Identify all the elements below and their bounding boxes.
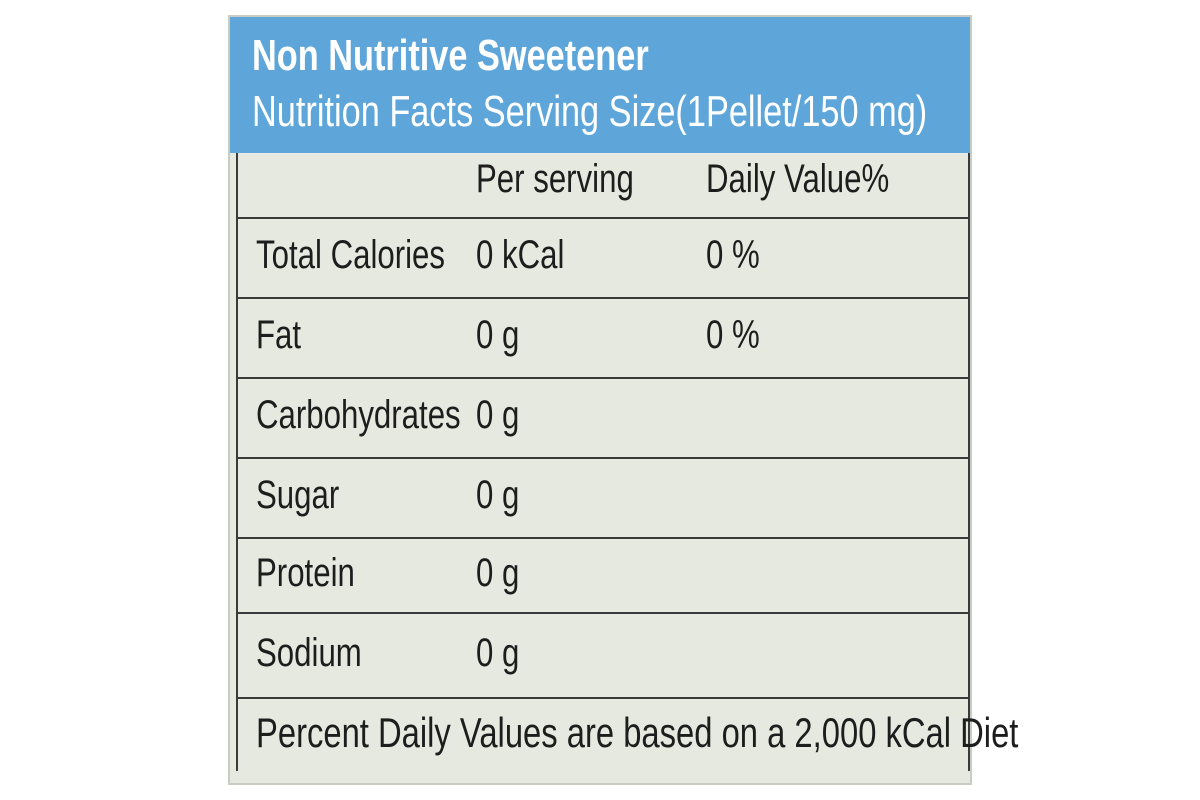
row-label: Carbohydrates [256,393,461,437]
row-rule [236,612,970,614]
row-label: Sodium [256,630,362,675]
label-header: Non Nutritive Sweetener Nutrition Facts … [230,17,970,153]
row-label: Protein [256,550,355,595]
title: Non Nutritive Sweetener [252,31,649,80]
row-label: Total Calories [256,233,446,277]
cell-value: 0 g [476,550,520,595]
row-rule [236,297,970,299]
column-header: Daily Value% [706,157,890,201]
row-rule [236,377,970,379]
subtitle: Nutrition Facts Serving Size(1Pellet/150… [252,87,928,136]
left-border [236,153,238,771]
row-rule [236,457,970,459]
cell-value: 0 kCal [476,233,565,277]
row-rule [236,697,970,699]
column-header: Per serving [476,157,634,201]
cell-value: 0 % [706,233,760,277]
nutrition-label: Non Nutritive Sweetener Nutrition Facts … [228,15,1018,785]
row-label: Sugar [256,473,340,517]
row-rule [236,217,970,219]
cell-value: 0 g [476,473,520,517]
cell-value: 0 g [476,313,520,357]
cell-value: 0 % [706,313,760,357]
cell-value: 0 g [476,393,520,437]
cell-value: 0 g [476,630,520,675]
right-border [968,153,970,771]
row-rule [236,537,970,539]
footer-note: Percent Daily Values are based on a 2,00… [256,709,1019,756]
row-label: Fat [256,313,302,357]
